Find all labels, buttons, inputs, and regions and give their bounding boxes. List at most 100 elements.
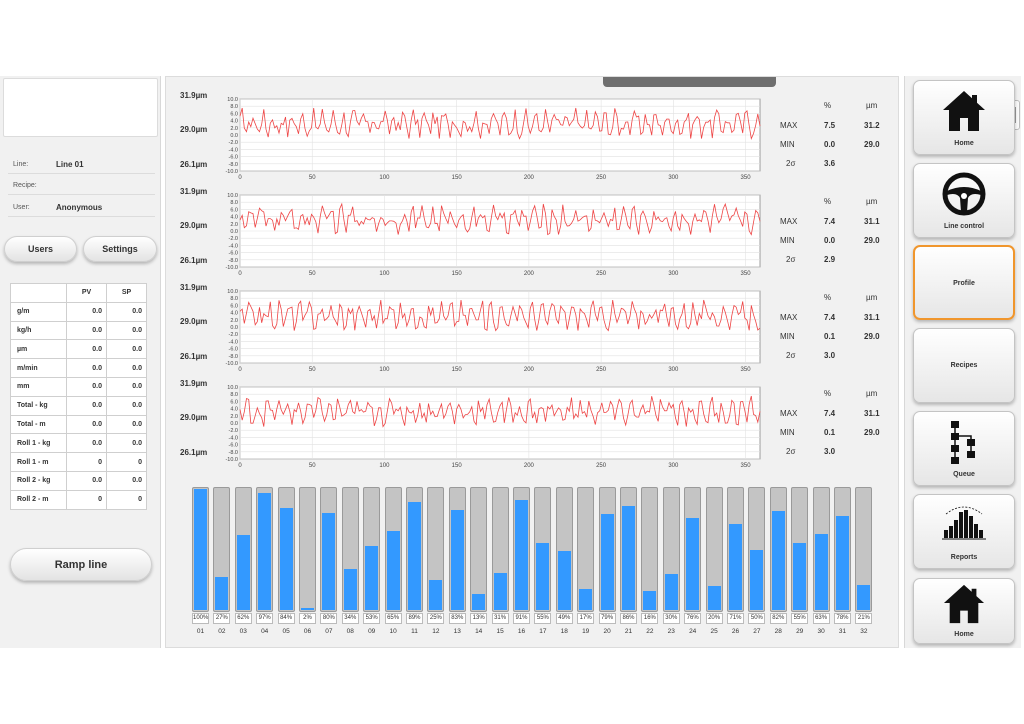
pv-value: 0 <box>66 452 107 472</box>
y-tick-label: -6.0 <box>229 251 238 257</box>
recipes-button[interactable]: Recipes <box>913 328 1015 403</box>
bar-track <box>448 487 466 612</box>
reports-button[interactable]: Reports <box>913 494 1015 569</box>
bar-index-label: 30 <box>817 628 825 635</box>
row-label: Roll 2 - m <box>10 489 67 510</box>
bar-fill <box>386 531 400 610</box>
bar-fill <box>857 584 871 610</box>
bar-index-label: 10 <box>389 628 397 635</box>
bar-track <box>213 487 231 612</box>
bar-percent-label: 84% <box>277 613 295 624</box>
profile-series-line <box>239 107 761 140</box>
zone-bar: 63% 30 <box>812 487 830 635</box>
home-icon <box>914 583 1014 625</box>
bar-index-label: 27 <box>753 628 761 635</box>
bar-track <box>662 487 680 612</box>
y-tick-label: 2.0 <box>230 318 238 324</box>
bar-fill <box>750 549 764 610</box>
y-tick-label: -2.0 <box>229 332 238 338</box>
bar-percent-label: 83% <box>448 613 466 624</box>
y-tick-label: -10.0 <box>225 265 238 271</box>
y-tick-label: 6.0 <box>230 399 238 405</box>
bar-index-label: 07 <box>325 628 333 635</box>
bar-percent-label: 97% <box>256 613 274 624</box>
home-button-top[interactable]: Home <box>913 80 1015 155</box>
bar-percent-label: 55% <box>534 613 552 624</box>
bar-fill <box>771 510 785 610</box>
users-button[interactable]: Users <box>4 236 77 262</box>
bar-track <box>855 487 873 612</box>
bar-track <box>555 487 573 612</box>
y-tick-label: 2.0 <box>230 414 238 420</box>
x-tick-label: 350 <box>741 367 752 373</box>
bar-index-label: 17 <box>539 628 547 635</box>
table-header-blank <box>10 283 67 303</box>
y-tick-label: 8.0 <box>230 296 238 302</box>
profile-label: Profile <box>953 280 975 287</box>
um-header: µm <box>866 101 878 110</box>
min-um: 29.0 <box>864 140 880 149</box>
zone-bar: 97% 04 <box>256 487 274 635</box>
queue-button[interactable]: Queue <box>913 411 1015 486</box>
bar-percent-label: 82% <box>769 613 787 624</box>
thickness-top-label: 31.9µm <box>180 187 208 196</box>
bar-percent-label: 34% <box>341 613 359 624</box>
settings-button[interactable]: Settings <box>83 236 157 262</box>
pv-sp-table: PV SP g/m 0.0 0.0 kg/h 0.0 0.0 µm 0.0 0.0 m/min 0.… <box>10 283 147 510</box>
pv-value: 0.0 <box>66 320 107 341</box>
panel-drag-handle[interactable] <box>603 77 776 87</box>
home-icon <box>914 87 1014 135</box>
sigma-label: 2σ <box>786 351 796 360</box>
zone-bar: 79% 20 <box>598 487 616 635</box>
y-tick-label: -10.0 <box>225 457 238 463</box>
bar-percent-label: 89% <box>406 613 423 624</box>
zone-bar: 86% 21 <box>620 487 637 635</box>
bar-fill <box>322 513 336 610</box>
profile-panel: 31.9µm 29.0µm 26.1µm 10.0 8.0 6.0 4.0 2.0 0.0 -2.… <box>165 76 899 648</box>
bar-index-label: 12 <box>432 628 440 635</box>
thickness-bottom-label: 26.1µm <box>180 352 208 361</box>
y-tick-label: -4.0 <box>229 435 238 441</box>
bar-index-label: 16 <box>517 628 526 635</box>
y-tick-label: -2.0 <box>229 428 238 434</box>
bar-fill <box>408 502 421 610</box>
bar-percent-label: 17% <box>577 613 595 624</box>
zone-bar: 84% 05 <box>277 487 295 635</box>
bar-index-label: 26 <box>731 628 740 635</box>
bar-percent-label: 50% <box>748 613 766 624</box>
queue-icon <box>914 418 1014 466</box>
y-tick-label: -8.0 <box>229 354 238 360</box>
bar-fill <box>729 524 742 610</box>
bar-percent-label: 49% <box>555 613 573 624</box>
bar-fill <box>793 543 807 610</box>
row-label: m/min <box>10 358 67 378</box>
sp-value: 0.0 <box>106 395 147 416</box>
y-tick-label: 0.0 <box>230 325 238 331</box>
max-um: 31.1 <box>864 409 880 418</box>
line-control-button[interactable]: Line control <box>913 163 1015 238</box>
pv-value: 0.0 <box>66 301 107 322</box>
max-pct: 7.5 <box>824 121 836 130</box>
pv-value: 0.0 <box>66 395 107 416</box>
bar-fill <box>814 533 828 610</box>
thickness-top-label: 31.9µm <box>180 91 208 100</box>
pct-header: % <box>824 101 832 110</box>
bar-fill <box>301 607 314 610</box>
y-tick-label: 4.0 <box>230 311 238 317</box>
row-label: Total - kg <box>10 395 67 416</box>
ramp-line-button[interactable]: Ramp line <box>10 548 152 581</box>
zone-bar: 49% 18 <box>555 487 573 635</box>
left-panel: Line: Line 01 Recipe: User: Anonymous Us… <box>0 76 161 648</box>
x-tick-label: 100 <box>379 175 390 181</box>
bar-track <box>812 487 830 612</box>
y-tick-label: 0.0 <box>230 133 238 139</box>
profile-button[interactable]: Profile <box>913 245 1015 320</box>
home-button-bottom[interactable]: Home <box>913 578 1015 644</box>
profile-stats: % µm MAX 7.4 31.1 MIN 0.0 29.0 2σ 2.9 <box>780 195 890 275</box>
x-tick-label: 0 <box>238 367 242 373</box>
sigma-value: 2.9 <box>824 255 836 264</box>
profile-series-line <box>239 202 761 236</box>
table-row: Total - kg 0.0 0.0 <box>10 395 147 416</box>
